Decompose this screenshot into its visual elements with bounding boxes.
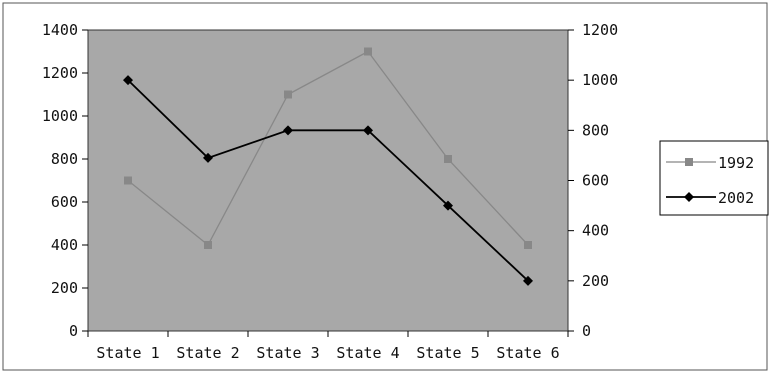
left-axis-tick-label: 0 bbox=[69, 322, 78, 340]
left-axis-tick-label: 800 bbox=[51, 150, 78, 168]
series-line-1992 bbox=[127, 50, 529, 246]
legend-label-1992: 1992 bbox=[718, 154, 754, 172]
x-axis-tick-label: State 6 bbox=[496, 344, 559, 362]
left-axis-tick-label: 1400 bbox=[42, 21, 78, 39]
right-axis-tick-label: 400 bbox=[582, 222, 609, 240]
axes: 0 200 400 600 800 1000 1200 1400 0 200 400 600 800 10… bbox=[42, 21, 618, 362]
left-axis-tick-label: 200 bbox=[51, 279, 78, 297]
series-layer bbox=[123, 47, 533, 286]
legend-label-2002: 2002 bbox=[718, 189, 754, 207]
right-axis-tick-label: 0 bbox=[582, 322, 591, 340]
data-point-2002 bbox=[123, 75, 133, 86]
data-point-2002 bbox=[283, 125, 293, 136]
plot-area bbox=[87, 29, 569, 332]
right-axis-tick-label: 800 bbox=[582, 121, 609, 139]
data-point-1992 bbox=[364, 47, 372, 56]
data-point-2002 bbox=[203, 152, 213, 163]
left-axis-tick-label: 400 bbox=[51, 236, 78, 254]
series-line-2002 bbox=[127, 79, 529, 282]
series-2002 bbox=[123, 75, 533, 286]
left-axis-tick-label: 1200 bbox=[42, 64, 78, 82]
legend: 1992 2002 bbox=[659, 140, 769, 216]
data-point-1992 bbox=[204, 241, 212, 249]
right-axis-tick-label: 1000 bbox=[582, 71, 618, 89]
right-axis-tick-label: 1200 bbox=[582, 21, 618, 39]
right-axis-tick-label: 600 bbox=[582, 172, 609, 190]
left-axis-tick-label: 1000 bbox=[42, 107, 78, 125]
right-axis-tick-label: 200 bbox=[582, 272, 609, 290]
legend-box bbox=[659, 140, 769, 216]
data-point-2002 bbox=[523, 275, 533, 286]
x-axis-tick-label: State 5 bbox=[416, 344, 479, 362]
legend-marker-2002 bbox=[684, 192, 694, 202]
x-axis-tick-label: State 3 bbox=[256, 344, 319, 362]
data-point-1992 bbox=[284, 90, 292, 99]
x-axis-tick-label: State 4 bbox=[336, 344, 399, 362]
legend-marker-1992 bbox=[685, 158, 693, 166]
data-point-1992 bbox=[444, 155, 452, 163]
x-axis-tick-label: State 2 bbox=[176, 344, 239, 362]
data-point-2002 bbox=[443, 200, 453, 211]
data-point-1992 bbox=[124, 176, 132, 185]
data-point-2002 bbox=[363, 125, 373, 136]
series-1992 bbox=[124, 47, 532, 249]
data-point-1992 bbox=[524, 241, 532, 249]
left-axis-tick-label: 600 bbox=[51, 193, 78, 211]
x-axis-tick-label: State 1 bbox=[96, 344, 159, 362]
